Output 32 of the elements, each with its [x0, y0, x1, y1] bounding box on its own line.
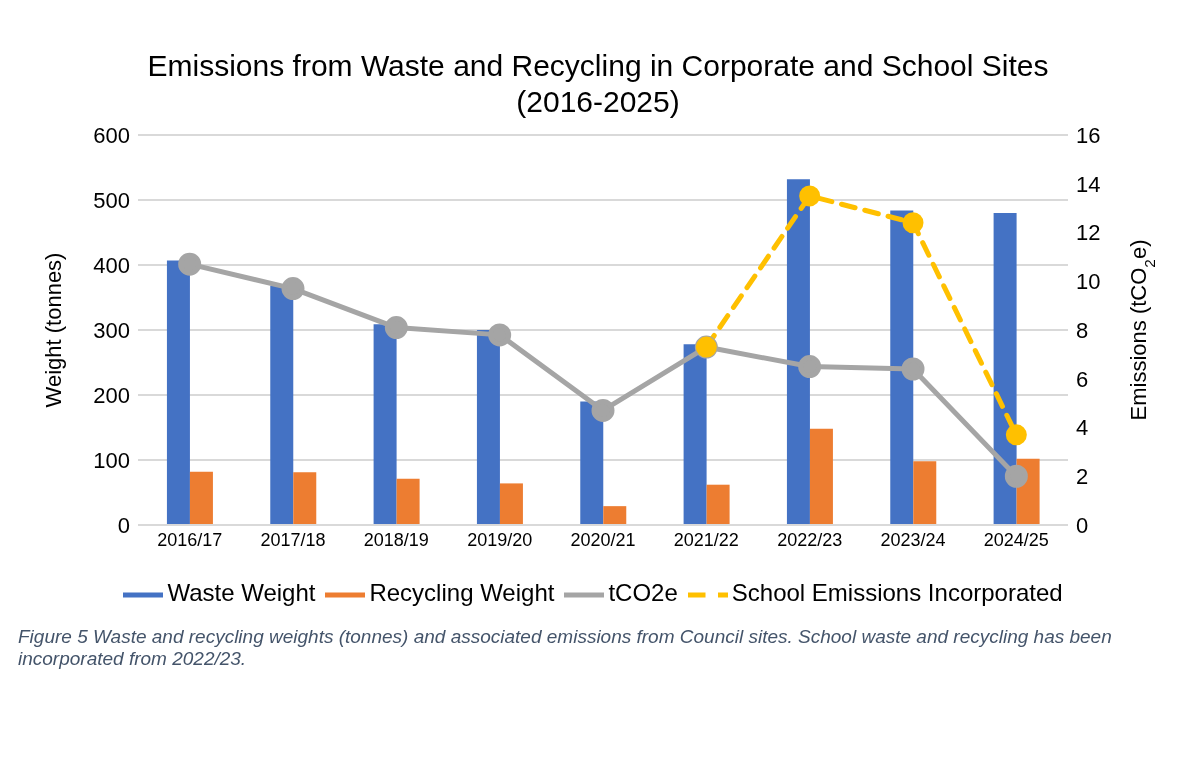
- chart-title: Emissions from Waste and Recycling in Corporate and School Sites (2016-2025): [146, 48, 1050, 120]
- y-tick-label: 200: [93, 382, 130, 408]
- y2-tick-label: 0: [1076, 512, 1089, 538]
- x-tick-label: 2022/23: [777, 529, 843, 550]
- y-axis-title: Weight (tonnes): [40, 252, 66, 408]
- y-tick-label: 400: [93, 252, 130, 278]
- legend-label: School Emissions Incorporated: [731, 579, 1063, 607]
- y-tick-label: 300: [93, 317, 130, 343]
- y2-tick-label: 12: [1076, 220, 1101, 246]
- y2-tick-label: 4: [1076, 415, 1089, 441]
- x-tick-label: 2020/21: [570, 529, 636, 550]
- y2-tick-label: 16: [1076, 122, 1101, 148]
- x-tick-label: 2023/24: [880, 529, 946, 550]
- y-tick-label: 100: [93, 447, 130, 473]
- y2-tick-label: 14: [1076, 171, 1101, 197]
- y2-tick-label: 8: [1076, 317, 1089, 343]
- caption: Figure 5 Waste and recycling weights (tonnes) and associated emissions from Council sites. School waste and recycling has been incorporated from 2022/23.: [17, 625, 1113, 670]
- y2-tick-label: 10: [1076, 269, 1101, 295]
- legend-label: tCO2e: [608, 579, 678, 607]
- x-tick-label: 2016/17: [157, 529, 223, 550]
- x-tick-label: 2018/19: [363, 529, 429, 550]
- y2-tick-label: 6: [1076, 366, 1089, 392]
- y-tick-label: 0: [117, 512, 130, 538]
- legend-label: Waste Weight: [167, 579, 316, 607]
- y-tick-label: 600: [93, 122, 130, 148]
- y-tick-label: 500: [93, 187, 130, 213]
- x-tick-label: 2017/18: [260, 529, 326, 550]
- x-tick-label: 2024/25: [983, 529, 1049, 550]
- legend-label: Recycling Weight: [369, 579, 555, 607]
- x-tick-label: 2021/22: [673, 529, 739, 550]
- x-tick-label: 2019/20: [467, 529, 533, 550]
- y2-tick-label: 2: [1076, 464, 1089, 490]
